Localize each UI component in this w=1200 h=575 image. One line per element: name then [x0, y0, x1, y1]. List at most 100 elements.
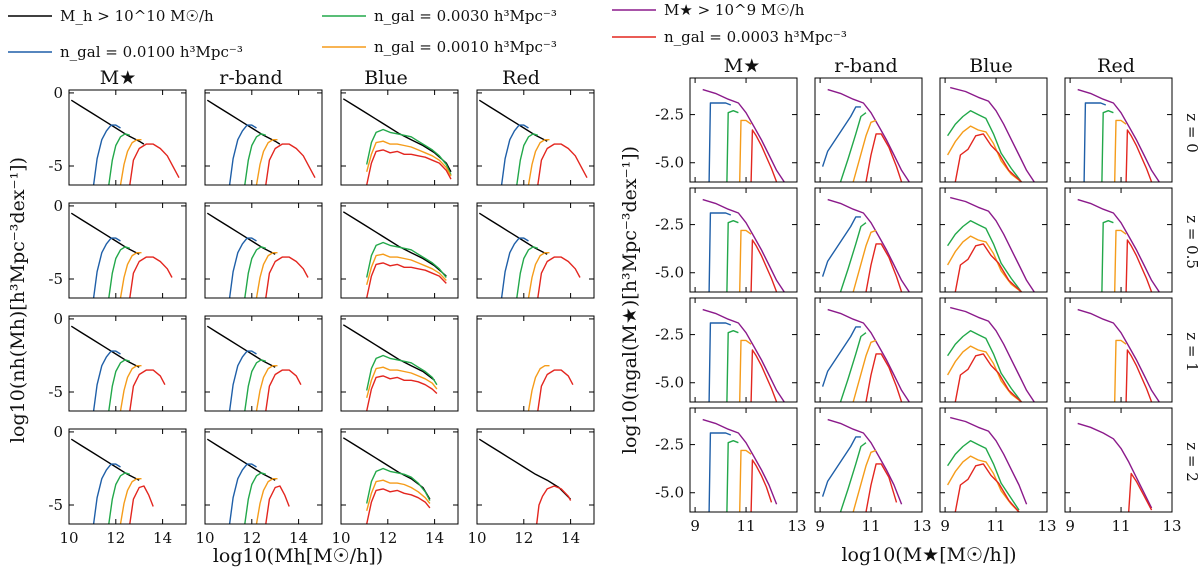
left-series-r1-c2-red	[366, 262, 447, 298]
left-panel-r0-c2	[340, 89, 459, 186]
right-series-r1-c3-purple	[1077, 198, 1160, 292]
left-x-tick-label: 14	[289, 529, 308, 547]
right-series-r3-c0-green	[726, 440, 739, 512]
right-series-r1-c2-purple	[950, 196, 1035, 292]
right-series-r0-c1-purple	[827, 88, 910, 182]
left-series-r2-c0-red	[129, 369, 166, 411]
left-panel-r2-c0: 0 -5	[48, 310, 187, 412]
right-panel-r1-c2	[939, 187, 1048, 293]
right-x-tick-label: 13	[1037, 517, 1056, 535]
right-panel-r2-c2	[939, 297, 1048, 403]
left-y-axis-label: log10(nh(Mh)[h³Mpc⁻³dex⁻¹])	[7, 157, 29, 443]
right-panel-frame	[1064, 77, 1173, 183]
right-series-r2-c1-purple	[827, 308, 910, 402]
right-col-title-red: Red	[1097, 55, 1135, 77]
right-series-r1-c0-green	[726, 220, 739, 292]
right-series-r3-c0-purple	[702, 418, 778, 505]
left-series-r1-c0-green	[108, 246, 131, 298]
left-panel-frame	[68, 428, 187, 525]
left-series-r3-c0-red	[129, 485, 154, 524]
left-series-r3-c1-orange	[255, 478, 278, 524]
left-series-r1-c1-black	[206, 212, 276, 255]
right-series-r2-c1-orange	[852, 339, 877, 402]
right-series-r0-c1-green	[839, 112, 867, 182]
left-panel-frame	[340, 202, 459, 299]
right-series-r2-c0-blue	[708, 322, 732, 402]
left-series-r2-c1-red	[265, 369, 302, 411]
left-panel-r1-c0: 0 -5	[48, 197, 187, 299]
right-column-titles: M★ r-band Blue Red	[724, 55, 1135, 77]
row-label-z2: z = 2	[1183, 442, 1200, 482]
right-series-r3-c0-red	[750, 459, 773, 512]
right-series-r3-c1-orange	[852, 449, 877, 512]
legend-label-n0100: n_gal = 0.0100 h³Mpc⁻³	[60, 43, 243, 61]
left-series-r2-c2-green	[366, 354, 438, 391]
left-x-tick-label: 10	[467, 529, 486, 547]
left-series-r0-c0-green	[108, 133, 131, 185]
left-series-r2-c2-red	[366, 375, 438, 411]
right-series-r2-c3-red	[1125, 349, 1153, 402]
right-series-r1-c2-orange	[946, 235, 1022, 292]
left-col-title-rband: r-band	[219, 67, 282, 89]
left-series-r1-c3-blue	[500, 237, 529, 298]
right-series-r2-c2-purple	[950, 306, 1035, 402]
right-x-tick-label: 13	[912, 517, 931, 535]
right-series-r0-c0-blue	[708, 102, 732, 182]
right-series-r2-c2-red	[954, 353, 1022, 402]
right-series-r1-c0-orange	[739, 229, 752, 292]
left-series-r2-c1-orange	[255, 365, 278, 411]
right-panel-frame	[1064, 407, 1173, 513]
left-x-tick-label: 10	[59, 529, 78, 547]
right-series-r3-c1-green	[839, 442, 867, 512]
left-series-r3-c0-black	[70, 438, 140, 481]
right-panel-frame	[939, 297, 1048, 403]
right-x-tick-label: 11	[737, 517, 756, 535]
right-series-r2-c1-green	[839, 332, 867, 402]
left-panel-r2-c2	[340, 315, 459, 412]
left-series-r2-c3-red	[537, 369, 574, 411]
row-label-z05: z = 0.5	[1183, 215, 1200, 269]
right-series-r0-c0-purple	[702, 88, 785, 182]
left-series-r2-c1-green	[244, 359, 267, 411]
left-panel-frame	[204, 89, 323, 186]
left-panel-r3-c3: 10 12 14	[467, 428, 595, 547]
left-series-r1-c0-orange	[119, 252, 142, 298]
left-y-tick-label: -5	[48, 157, 63, 175]
right-y-tick-label: -2.5	[655, 106, 684, 124]
left-x-tick-label: 12	[106, 529, 125, 547]
left-series-r0-c1-black	[206, 99, 281, 145]
legend-label-n0010: n_gal = 0.0010 h³Mpc⁻³	[374, 38, 557, 56]
left-series-r0-c2-green	[366, 128, 452, 176]
left-series-r3-c1-black	[206, 438, 276, 481]
right-panel-r0-c2	[939, 77, 1048, 183]
right-series-r3-c2-orange	[946, 455, 1020, 512]
left-panel-r2-c1	[204, 315, 323, 412]
left-panel-r3-c0: 0 -5 10 12 14	[48, 423, 187, 547]
right-y-tick-label: -2.5	[655, 436, 684, 454]
left-y-tick-label: -5	[48, 383, 63, 401]
right-x-tick-label: 9	[815, 517, 825, 535]
left-x-tick-label: 12	[378, 529, 397, 547]
left-panel-r1-c2	[340, 202, 459, 299]
left-series-r0-c2-red	[366, 149, 452, 185]
right-series-r0-c3-blue	[1083, 102, 1107, 182]
left-series-r1-c3-red	[537, 256, 581, 298]
left-series-r3-c1-blue	[228, 463, 257, 524]
left-series-r0-c0-orange	[119, 139, 142, 185]
left-panel-frame	[476, 89, 595, 186]
left-series-r0-c0-red	[129, 143, 180, 185]
right-panel-frame	[689, 77, 798, 183]
right-panel-r2-c1	[814, 297, 923, 403]
left-y-tick-label: 0	[53, 423, 63, 441]
right-series-r1-c0-red	[750, 239, 778, 292]
right-series-r0-c0-red	[750, 129, 778, 182]
right-panel-frame	[689, 297, 798, 403]
left-series-r3-c0-blue	[92, 463, 121, 524]
right-series-r3-c3-red	[1128, 472, 1153, 512]
right-series-r2-c0-purple	[702, 308, 785, 402]
left-series-r0-c1-orange	[255, 139, 278, 185]
right-panel-r3-c1: 9 11 13	[814, 407, 932, 535]
left-panel-frame	[68, 202, 187, 299]
left-series-r1-c2-green	[366, 241, 447, 278]
